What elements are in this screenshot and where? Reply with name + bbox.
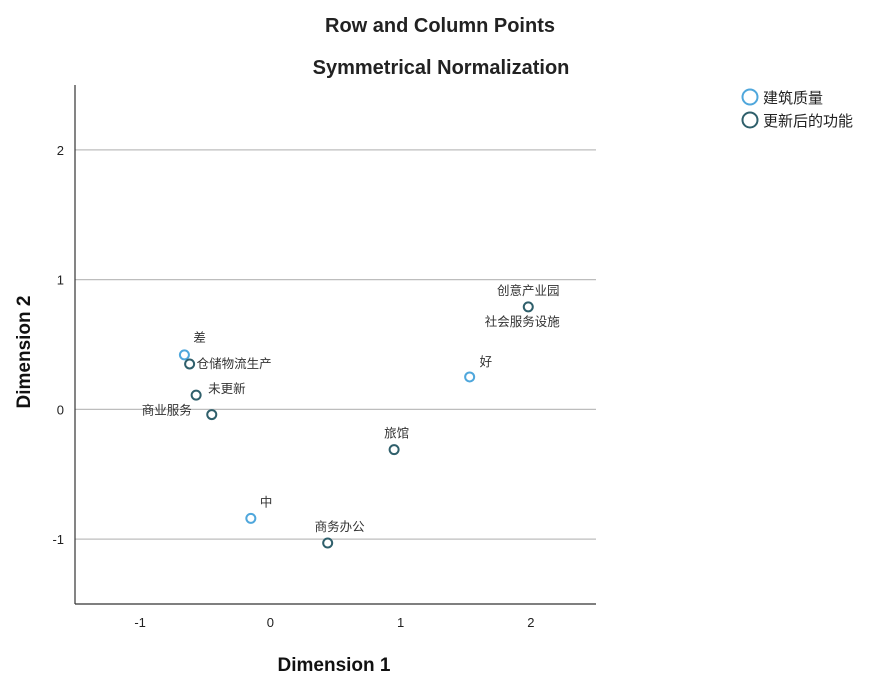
legend: 建筑质量 更新后的功能: [741, 88, 853, 130]
x-axis-title: Dimension 1: [278, 655, 391, 674]
point-label-series-2-1: 创意产业园: [497, 283, 560, 298]
legend-label-series-2: 更新后的功能: [763, 112, 853, 130]
gridlines: [75, 149, 596, 540]
y-axis-title: Dimension 2: [14, 296, 35, 409]
point-label-series-1-2: 好: [480, 354, 493, 369]
point-series-2-7: [322, 537, 334, 549]
y-tick-label-0: -1: [52, 532, 64, 547]
y-tick-label-1: 0: [57, 402, 64, 417]
axes: [74, 85, 596, 605]
point-label-series-2-7: 商务办公: [315, 519, 366, 534]
point-label-series-1-1: 差: [193, 330, 206, 345]
chart-subtitle: Symmetrical Normalization: [313, 57, 570, 79]
point-series-2-1: [522, 301, 534, 313]
point-label-series-2-3: 仓储物流生产: [197, 356, 272, 371]
point-label-series-2-5: 商业服务: [142, 403, 192, 418]
point-series-1-3: [245, 512, 257, 524]
y-tick-label-2: 1: [57, 273, 64, 288]
x-tick-label-0: -1: [134, 615, 146, 630]
data-points: [178, 301, 534, 549]
point-label-series-2-4: 未更新: [208, 381, 246, 396]
x-tick-label-1: 0: [267, 615, 274, 630]
point-series-1-1: [178, 349, 190, 361]
y-tick-label-3: 2: [57, 143, 64, 158]
point-series-2-6: [388, 444, 400, 456]
point-label-series-2-6: 旅馆: [384, 426, 409, 441]
x-tick-label-2: 1: [397, 615, 404, 630]
point-series-2-3: [184, 358, 196, 370]
y-tick-labels: -1 0 1 2: [52, 143, 64, 547]
legend-marker-series-1: [741, 88, 759, 106]
point-series-1-2: [464, 371, 476, 383]
legend-marker-series-2: [741, 111, 759, 129]
point-label-series-1-3: 中: [260, 494, 273, 509]
x-tick-label-3: 2: [527, 615, 534, 630]
point-series-2-4: [190, 389, 202, 401]
point-label-series-2-2: 社会服务设施: [485, 314, 561, 329]
chart-title: Row and Column Points: [325, 15, 555, 37]
point-series-2-5: [206, 409, 218, 421]
legend-label-series-1: 建筑质量: [763, 89, 823, 107]
x-tick-labels: -1 0 1 2: [134, 615, 534, 630]
